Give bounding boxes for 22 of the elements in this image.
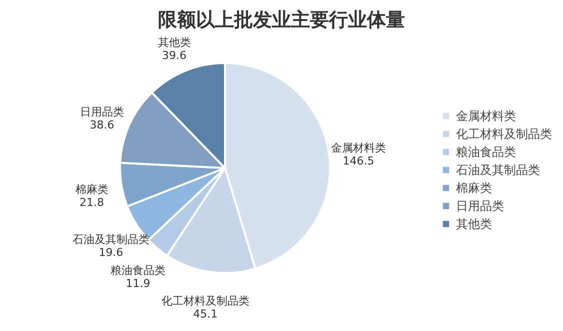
legend-label: 石油及其制品类	[456, 163, 540, 177]
slice-label: 金属材料类	[331, 141, 386, 154]
legend-label: 化工材料及制品类	[456, 127, 552, 141]
legend-label: 棉麻类	[456, 181, 492, 195]
slice-label: 其他类	[158, 36, 191, 49]
legend-label: 其他类	[456, 217, 492, 231]
data-label: 19.6	[98, 246, 124, 260]
data-label: 39.6	[162, 48, 187, 62]
legend-label: 金属材料类	[456, 109, 516, 123]
data-label: 11.9	[126, 277, 150, 290]
data-label: 45.1	[193, 308, 218, 321]
legend-label: 粮油食品类	[456, 145, 516, 159]
slice-label: 粮油食品类	[110, 264, 166, 278]
slice-label: 棉麻类	[75, 182, 108, 196]
slice-label: 化工材料及制品类	[161, 294, 250, 308]
slice-label: 日用品类	[80, 105, 124, 118]
legend-label: 日用品类	[456, 199, 504, 213]
data-label: 146.5	[342, 154, 374, 168]
data-label: 21.8	[80, 196, 104, 209]
chart-title: 限额以上批发业主要行业体量	[158, 9, 405, 31]
data-label: 38.6	[90, 118, 114, 132]
slice-label: 石油及其制品类	[72, 233, 150, 246]
